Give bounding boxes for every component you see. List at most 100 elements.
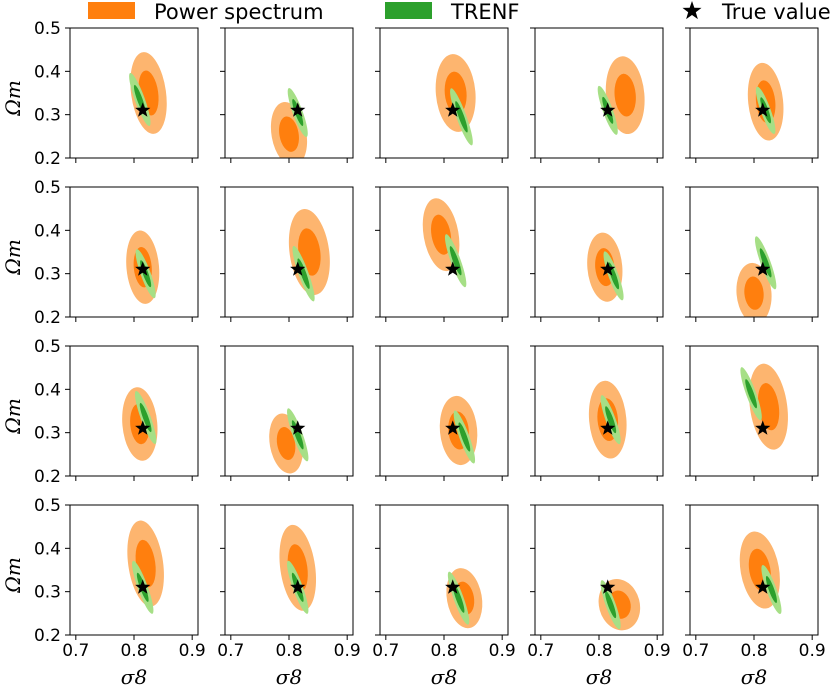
y-tick-label: 0.3 bbox=[34, 265, 61, 285]
true-value-star bbox=[600, 261, 616, 276]
panel-contours bbox=[422, 198, 467, 288]
y-tick-label: 0.4 bbox=[34, 221, 61, 241]
trenf-contour-inner bbox=[458, 422, 471, 452]
panel-contours bbox=[439, 395, 478, 466]
trenf-contour-inner bbox=[759, 248, 772, 278]
panel-3-3 bbox=[375, 345, 509, 481]
power-contour-inner bbox=[757, 383, 780, 431]
y-tick-label: 0.5 bbox=[34, 178, 61, 198]
panel-contours bbox=[122, 387, 158, 461]
power-contour-inner bbox=[276, 426, 296, 461]
y-tick-label: 0.3 bbox=[34, 424, 61, 444]
true-value-star bbox=[445, 102, 461, 117]
panel-3-2 bbox=[220, 345, 354, 481]
x-axis-label: σ8 bbox=[121, 665, 147, 689]
x-axis-label: σ8 bbox=[741, 665, 767, 689]
x-tick-label: 0.9 bbox=[799, 641, 826, 661]
panel-contours bbox=[587, 232, 624, 302]
x-axis-label: σ8 bbox=[586, 665, 612, 689]
power-contour-inner bbox=[279, 116, 299, 152]
panel-4-3: 0.7 0.8 0.9 bbox=[372, 504, 516, 661]
trenf-contour-inner bbox=[605, 591, 617, 619]
y-axis-label: Ωm bbox=[1, 239, 25, 276]
panel-contours bbox=[288, 209, 330, 302]
panel-contours bbox=[740, 363, 788, 450]
panel-2-5 bbox=[685, 186, 819, 322]
legend-label: True value bbox=[721, 0, 830, 24]
true-value-star bbox=[445, 420, 461, 435]
x-tick-label: 0.7 bbox=[682, 641, 709, 661]
panel-1-3 bbox=[375, 27, 509, 163]
panel-2-4 bbox=[530, 186, 664, 322]
y-tick-label: 0.2 bbox=[34, 149, 61, 169]
panel-contours bbox=[739, 531, 782, 614]
x-tick-label: 0.8 bbox=[430, 641, 457, 661]
panel-3-1: 0.2 0.3 0.4 0.5 bbox=[34, 337, 199, 487]
legend-item-1: TRENF bbox=[385, 0, 519, 24]
true-value-star bbox=[135, 579, 151, 594]
panel-frame bbox=[379, 504, 509, 636]
panel-2-3 bbox=[375, 186, 509, 322]
panel-3-4 bbox=[530, 345, 664, 481]
panel-2-1: 0.2 0.3 0.4 0.5 bbox=[34, 178, 199, 328]
panel-1-2 bbox=[220, 27, 354, 163]
true-value-star bbox=[755, 261, 771, 276]
y-tick-label: 0.4 bbox=[34, 539, 61, 559]
x-tick-label: 0.8 bbox=[275, 641, 302, 661]
y-tick-label: 0.2 bbox=[34, 308, 61, 328]
panel-contours bbox=[279, 524, 317, 614]
y-tick-label: 0.4 bbox=[34, 380, 61, 400]
panel-contours bbox=[445, 568, 483, 629]
panel-contours bbox=[269, 408, 309, 474]
panel-frame bbox=[534, 504, 664, 636]
panel-contours bbox=[127, 520, 164, 614]
panel-2-2 bbox=[220, 186, 354, 322]
y-tick-label: 0.3 bbox=[34, 106, 61, 126]
x-axis-label: σ8 bbox=[276, 665, 302, 689]
panel-1-1: 0.2 0.3 0.4 0.5 bbox=[34, 19, 199, 169]
panel-1-4 bbox=[530, 27, 664, 163]
x-tick-label: 0.7 bbox=[62, 641, 89, 661]
panel-contours bbox=[126, 230, 160, 304]
y-tick-label: 0.5 bbox=[34, 19, 61, 39]
panel-frame bbox=[224, 186, 354, 318]
true-value-star bbox=[290, 102, 306, 117]
axis-labels: σ8 σ8 σ8 σ8 σ8 Ωm Ωm Ωm Ωm bbox=[1, 80, 767, 689]
panel-1-5 bbox=[685, 27, 819, 163]
legend-item-0: Power spectrum bbox=[88, 0, 324, 24]
panel-contours bbox=[129, 52, 167, 134]
x-tick-label: 0.7 bbox=[372, 641, 399, 661]
x-tick-label: 0.8 bbox=[120, 641, 147, 661]
legend: Power spectrum TRENF True value bbox=[88, 0, 830, 24]
panel-contours bbox=[588, 380, 627, 459]
true-value-star bbox=[290, 420, 306, 435]
legend-item-2: True value bbox=[682, 0, 830, 24]
power-contour-inner bbox=[614, 73, 636, 117]
legend-label: Power spectrum bbox=[154, 0, 324, 24]
trenf-contour-inner bbox=[297, 258, 310, 289]
y-tick-label: 0.5 bbox=[34, 337, 61, 357]
true-value-star bbox=[290, 261, 306, 276]
panel-4-4: 0.7 0.8 0.9 bbox=[527, 504, 671, 661]
true-value-star bbox=[755, 579, 771, 594]
panel-4-5: 0.7 0.8 0.9 bbox=[682, 504, 826, 661]
true-value-star bbox=[445, 261, 461, 276]
x-tick-label: 0.9 bbox=[644, 641, 671, 661]
x-axis-label: σ8 bbox=[431, 665, 457, 689]
true-value-star bbox=[445, 579, 461, 594]
panel-grid: 0.20.30.40.50.20.30.40.50.20.30.40.50.7 0… bbox=[34, 19, 826, 661]
y-tick-label: 0.4 bbox=[34, 62, 61, 82]
panel-contours bbox=[598, 579, 641, 631]
panel-4-1: 0.7 0.8 0.9 0.2 0.3 0.4 0.5 bbox=[34, 496, 206, 661]
true-value-star bbox=[290, 579, 306, 594]
y-axis-label: Ωm bbox=[1, 80, 25, 117]
panel-contours bbox=[747, 62, 784, 141]
panel-contours bbox=[435, 54, 476, 146]
legend-swatch bbox=[385, 2, 432, 19]
true-value-star bbox=[135, 261, 151, 276]
panel-contours bbox=[736, 236, 777, 317]
x-tick-label: 0.7 bbox=[527, 641, 554, 661]
legend-swatch bbox=[88, 2, 135, 19]
panel-contours bbox=[597, 56, 645, 135]
trenf-contour-inner bbox=[139, 402, 152, 433]
